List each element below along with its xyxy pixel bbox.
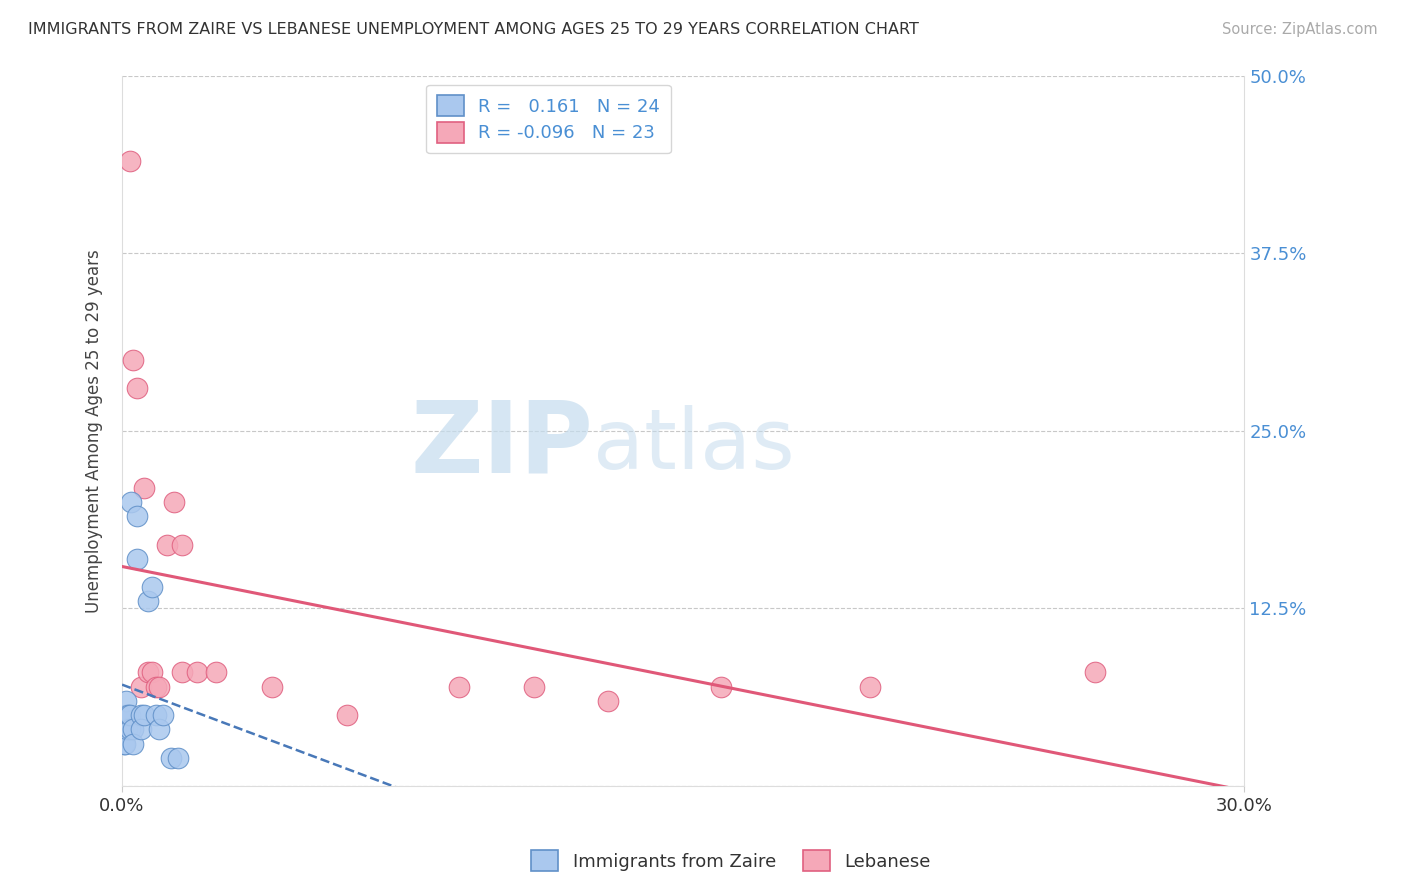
Point bbox=[148, 680, 170, 694]
Legend: R =   0.161   N = 24, R = -0.096   N = 23: R = 0.161 N = 24, R = -0.096 N = 23 bbox=[426, 85, 671, 153]
Point bbox=[523, 680, 546, 694]
Point bbox=[167, 750, 190, 764]
Point bbox=[170, 665, 193, 680]
Point bbox=[118, 708, 141, 723]
Point bbox=[145, 680, 167, 694]
Point bbox=[163, 495, 186, 509]
Point bbox=[598, 694, 620, 708]
Point bbox=[129, 708, 152, 723]
Text: Source: ZipAtlas.com: Source: ZipAtlas.com bbox=[1222, 22, 1378, 37]
Point bbox=[122, 737, 145, 751]
Point bbox=[859, 680, 882, 694]
Point bbox=[710, 680, 733, 694]
Point bbox=[129, 680, 152, 694]
Point bbox=[159, 750, 181, 764]
Text: atlas: atlas bbox=[593, 405, 796, 485]
Point bbox=[125, 381, 148, 395]
Point bbox=[141, 665, 163, 680]
Point bbox=[170, 537, 193, 551]
Point bbox=[122, 352, 145, 367]
Point bbox=[186, 665, 208, 680]
Point bbox=[152, 708, 174, 723]
Point bbox=[145, 708, 167, 723]
Point bbox=[120, 495, 142, 509]
Point bbox=[129, 723, 152, 737]
Point bbox=[136, 594, 159, 608]
Point bbox=[117, 708, 139, 723]
Y-axis label: Unemployment Among Ages 25 to 29 years: Unemployment Among Ages 25 to 29 years bbox=[86, 249, 103, 613]
Text: IMMIGRANTS FROM ZAIRE VS LEBANESE UNEMPLOYMENT AMONG AGES 25 TO 29 YEARS CORRELA: IMMIGRANTS FROM ZAIRE VS LEBANESE UNEMPL… bbox=[28, 22, 920, 37]
Point bbox=[260, 680, 283, 694]
Point bbox=[112, 737, 135, 751]
Point bbox=[134, 708, 156, 723]
Point bbox=[114, 737, 136, 751]
Point bbox=[118, 723, 141, 737]
Point bbox=[115, 723, 138, 737]
Point bbox=[1084, 665, 1107, 680]
Point bbox=[136, 665, 159, 680]
Point bbox=[335, 708, 357, 723]
Point bbox=[125, 509, 148, 524]
Point bbox=[148, 723, 170, 737]
Point bbox=[134, 481, 156, 495]
Point bbox=[204, 665, 226, 680]
Legend: Immigrants from Zaire, Lebanese: Immigrants from Zaire, Lebanese bbox=[524, 843, 938, 879]
Point bbox=[156, 537, 179, 551]
Text: ZIP: ZIP bbox=[411, 397, 593, 493]
Point bbox=[125, 551, 148, 566]
Point bbox=[114, 708, 136, 723]
Point bbox=[141, 580, 163, 594]
Point bbox=[114, 694, 136, 708]
Point bbox=[118, 153, 141, 168]
Point bbox=[122, 723, 145, 737]
Point bbox=[447, 680, 470, 694]
Point bbox=[112, 723, 135, 737]
